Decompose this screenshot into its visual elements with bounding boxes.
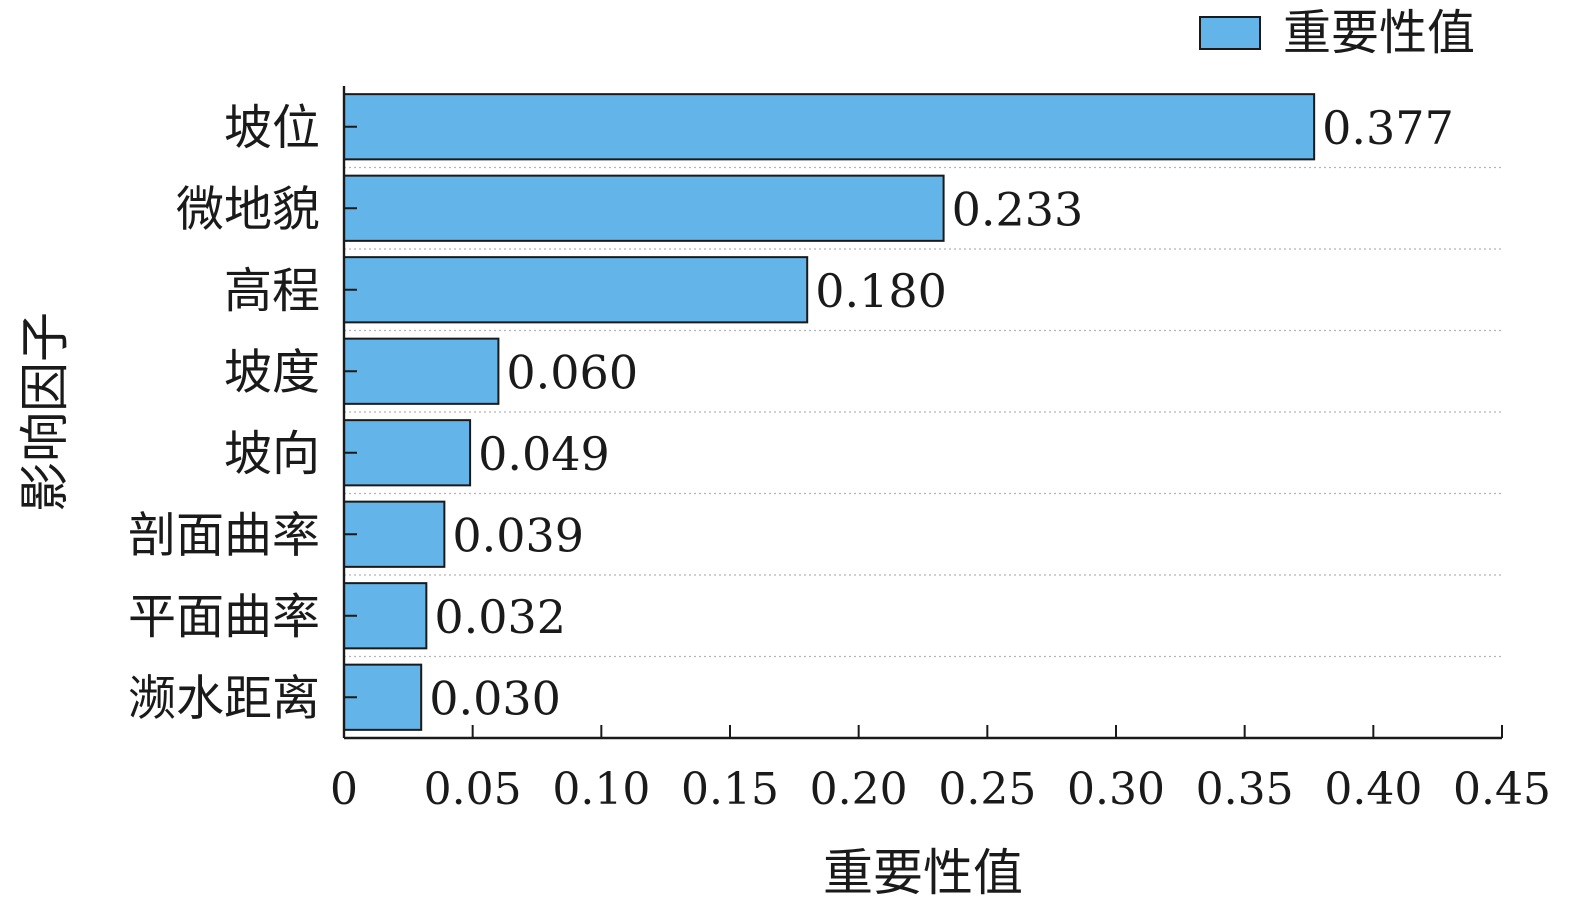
- x-tick-label: 0.30: [1067, 764, 1165, 815]
- bar: [343, 93, 1316, 161]
- category-label: 高程: [224, 263, 320, 319]
- value-label: 0.049: [478, 427, 610, 481]
- legend-label: 重要性值: [1283, 5, 1475, 61]
- category-label: 坡向: [224, 426, 320, 482]
- bar: [343, 419, 472, 487]
- bar: [343, 256, 809, 324]
- x-tick-label: 0.05: [424, 764, 522, 815]
- category-label: 剖面曲率: [128, 507, 320, 563]
- value-label: 0.032: [434, 590, 566, 644]
- bar: [343, 174, 945, 242]
- value-label: 0.233: [952, 182, 1084, 236]
- value-label: 0.377: [1322, 101, 1454, 155]
- value-label: 0.030: [429, 671, 561, 725]
- value-label: 0.180: [815, 264, 947, 318]
- category-label: 濒水距离: [128, 670, 320, 726]
- x-tick-label: 0.40: [1324, 764, 1422, 815]
- value-label: 0.039: [452, 508, 584, 562]
- x-tick-label: 0.25: [938, 764, 1036, 815]
- x-tick-label: 0.15: [681, 764, 779, 815]
- x-axis-title: 重要性值: [823, 844, 1023, 901]
- category-label: 平面曲率: [128, 589, 320, 645]
- x-tick-label: 0.35: [1196, 764, 1294, 815]
- bar: [343, 500, 446, 568]
- value-label: 0.060: [506, 345, 638, 399]
- x-tick-label: 0: [330, 764, 358, 815]
- category-label: 坡度: [224, 344, 320, 400]
- x-tick-label: 0.45: [1453, 764, 1551, 815]
- grid-lines: [344, 166, 1502, 658]
- labels: 坡位 0.377 微地貌 0.233 高程 0.180 坡度 0.060 坡向 0.049 剖面曲率…: [128, 100, 1551, 815]
- bar: [343, 582, 428, 650]
- x-tick-label: 0.20: [810, 764, 908, 815]
- bar: [343, 337, 500, 405]
- axes: [342, 86, 1503, 740]
- legend-swatch: [1199, 16, 1261, 50]
- legend: 重要性值: [1199, 5, 1475, 61]
- category-label: 坡位: [224, 100, 320, 156]
- y-axis-title: 影响因子: [16, 312, 74, 512]
- x-tick-label: 0.10: [552, 764, 650, 815]
- category-label: 微地貌: [176, 181, 320, 237]
